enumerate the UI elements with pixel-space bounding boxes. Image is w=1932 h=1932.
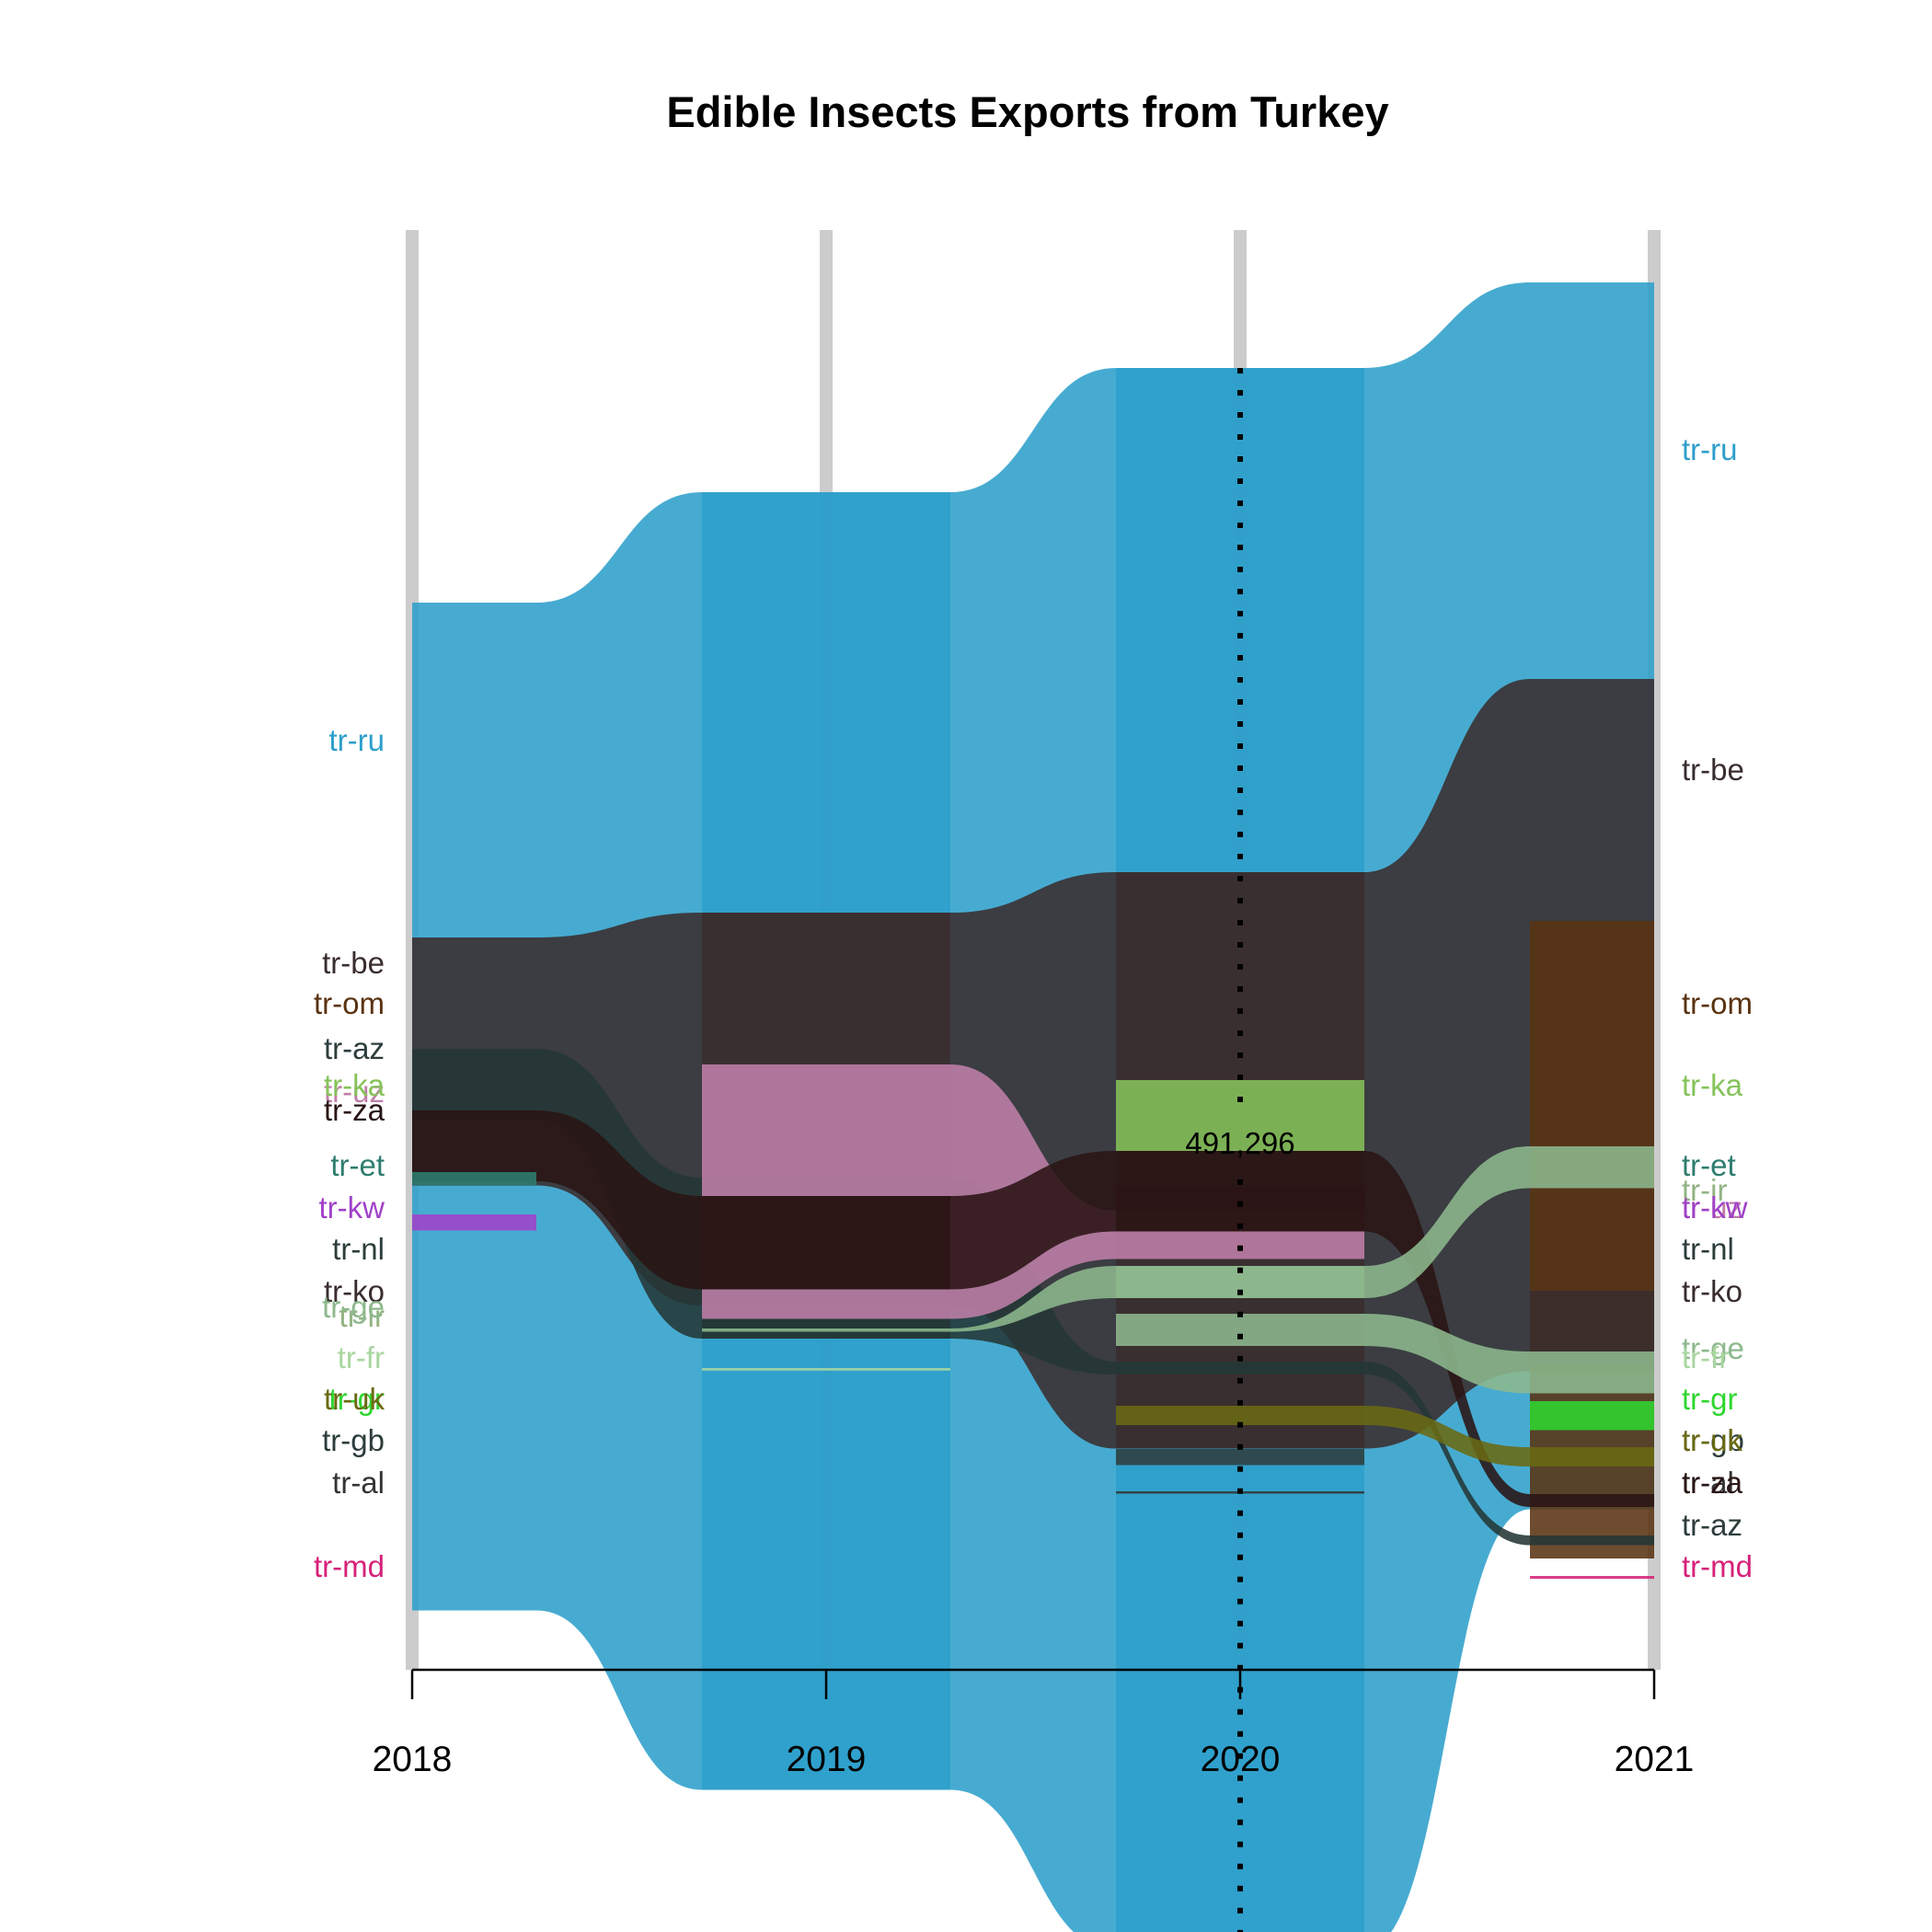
left-label-tr-al: tr-al xyxy=(332,1466,385,1500)
left-label-tr-az: tr-az xyxy=(324,1031,385,1065)
left-label-tr-za: tr-za xyxy=(324,1093,385,1127)
flow-tr-uk xyxy=(1116,1406,1654,1466)
right-label-tr-ru: tr-ru xyxy=(1682,432,1738,466)
flow-segment-tr-ge-secondary xyxy=(1116,1314,1654,1394)
right-label-tr-al: tr-al xyxy=(1682,1466,1734,1500)
left-label-tr-gb: tr-gb xyxy=(322,1423,385,1457)
left-label-tr-ir: tr-ir xyxy=(339,1299,385,1333)
left-label-tr-ko: tr-ko xyxy=(324,1274,385,1308)
left-label-tr-uz: tr-uz xyxy=(324,1075,385,1109)
right-label-tr-uk: tr-uk xyxy=(1682,1423,1743,1457)
right-label-tr-kw: tr-kw xyxy=(1682,1190,1748,1225)
flow-tr-md xyxy=(1530,1576,1654,1580)
flow-segment-tr-za-2020-2021 xyxy=(1116,1151,1654,1507)
flow-tr-et xyxy=(412,1172,536,1185)
left-label-tr-ka: tr-ka xyxy=(324,1068,385,1102)
left-label-tr-om: tr-om xyxy=(314,986,385,1020)
x-tick-label-2019: 2019 xyxy=(787,1740,867,1779)
node-tr-md-2021 xyxy=(1530,1576,1654,1580)
annotation: 491,296 xyxy=(1185,368,1295,1932)
left-label-tr-gr: tr-gr xyxy=(329,1382,385,1416)
right-label-tr-gb: tr-gb xyxy=(1682,1423,1744,1457)
node-tr-gr-2021 xyxy=(1530,1401,1654,1431)
left-label-tr-kw: tr-kw xyxy=(319,1190,385,1225)
right-label-tr-ko: tr-ko xyxy=(1682,1274,1742,1308)
flow-segment-tr-ge-2020-2021 xyxy=(1116,1146,1654,1298)
x-tick-label-2021: 2021 xyxy=(1615,1740,1695,1779)
left-label-tr-md: tr-md xyxy=(314,1549,385,1583)
flows xyxy=(412,282,1654,1932)
right-label-tr-et: tr-et xyxy=(1682,1148,1736,1182)
right-label-tr-az: tr-az xyxy=(1682,1508,1742,1542)
x-axis: 2018 2019 2020 2021 xyxy=(373,1668,1695,1779)
flow-segment-tr-uk-2020-2021 xyxy=(1116,1406,1654,1466)
right-label-tr-gr: tr-gr xyxy=(1682,1382,1738,1416)
right-label-tr-fr: tr-fr xyxy=(1682,1340,1729,1374)
flow-tr-gb xyxy=(1116,1449,1364,1466)
left-label-tr-nl: tr-nl xyxy=(332,1232,385,1266)
flow-tr-za xyxy=(412,1110,1654,1507)
right-label-tr-ge: tr-ge xyxy=(1682,1331,1744,1365)
flow-tr-fr xyxy=(702,1368,950,1371)
right-label-tr-ka: tr-ka xyxy=(1682,1068,1743,1102)
right-label-tr-om: tr-om xyxy=(1682,986,1753,1020)
node-tr-gb-2020 xyxy=(1116,1449,1364,1466)
node-tr-fr-2019 xyxy=(702,1368,950,1371)
node-tr-kw-2018 xyxy=(412,1214,536,1231)
right-label-tr-ir: tr-ir xyxy=(1682,1173,1727,1207)
node-tr-et-2018 xyxy=(412,1172,536,1185)
right-label-tr-nl: tr-nl xyxy=(1682,1232,1734,1266)
flow-tr-kw xyxy=(412,1214,536,1231)
right-label-tr-be: tr-be xyxy=(1682,753,1744,787)
x-tick-label-2020: 2020 xyxy=(1201,1740,1281,1779)
flow-tr-ge-secondary xyxy=(1116,1314,1654,1394)
chart-title: Edible Insects Exports from Turkey xyxy=(666,87,1388,136)
left-label-tr-uk: tr-uk xyxy=(324,1382,385,1416)
left-label-tr-ge: tr-ge xyxy=(322,1290,385,1324)
flow-tr-ge xyxy=(702,1146,1654,1332)
flow-tr-gr xyxy=(1530,1401,1654,1431)
right-labels: tr-ru tr-be tr-om tr-ka tr-ettr-irtr-uztr-kw… xyxy=(1682,432,1753,1583)
left-label-tr-ru: tr-ru xyxy=(329,723,385,757)
x-tick-label-2018: 2018 xyxy=(373,1740,453,1779)
left-label-tr-be: tr-be xyxy=(322,946,385,980)
annotation-label: 491,296 xyxy=(1185,1126,1294,1160)
right-label-tr-za: tr-za xyxy=(1682,1466,1743,1500)
left-label-tr-fr: tr-fr xyxy=(338,1340,385,1374)
left-label-tr-et: tr-et xyxy=(330,1148,385,1182)
right-label-tr-md: tr-md xyxy=(1682,1549,1753,1583)
right-label-tr-uz: tr-uz xyxy=(1682,1190,1742,1225)
